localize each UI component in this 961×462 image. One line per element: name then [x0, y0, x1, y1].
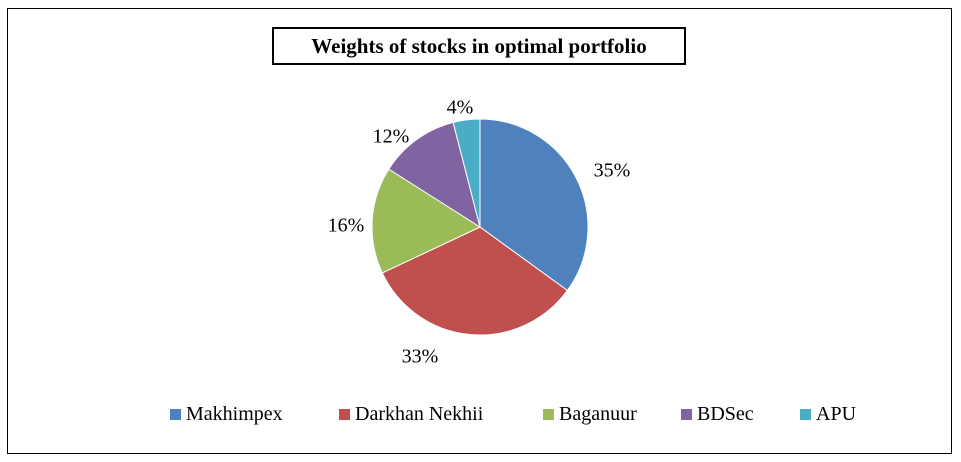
legend-item-makhimpex: Makhimpex: [170, 403, 283, 426]
legend-swatch: [800, 409, 811, 420]
data-label-makhimpex: 35%: [594, 160, 631, 182]
data-label-baganuur: 16%: [328, 215, 365, 237]
data-label-darkhan-nekhii: 33%: [402, 346, 439, 368]
legend-swatch: [681, 409, 692, 420]
legend-item-baganuur: Baganuur: [543, 403, 637, 426]
legend: Makhimpex Darkhan Nekhii Baganuur BDSec APU: [0, 403, 961, 433]
chart-title: Weights of stocks in optimal portfolio: [272, 27, 686, 65]
data-label-apu: 4%: [447, 97, 474, 119]
legend-label: BDSec: [697, 403, 754, 425]
legend-item-bdsec: BDSec: [681, 403, 754, 426]
pie-slice-baganuur: [371, 168, 482, 274]
data-label-bdsec: 12%: [373, 126, 410, 148]
legend-label: Darkhan Nekhii: [355, 403, 484, 425]
legend-swatch: [170, 409, 181, 420]
legend-swatch: [543, 409, 554, 420]
legend-item-apu: APU: [800, 403, 856, 426]
legend-label: APU: [816, 403, 857, 425]
pie-slice-apu: [452, 118, 481, 228]
legend-label: Makhimpex: [186, 403, 283, 425]
pie-slice-bdsec: [388, 121, 481, 229]
legend-item-darkhan-nekhii: Darkhan Nekhii: [339, 403, 483, 426]
pie-slice-makhimpex: [479, 118, 589, 292]
legend-label: Baganuur: [559, 403, 637, 425]
legend-swatch: [339, 409, 350, 420]
pie-slice-darkhan-nekhii: [381, 226, 569, 336]
